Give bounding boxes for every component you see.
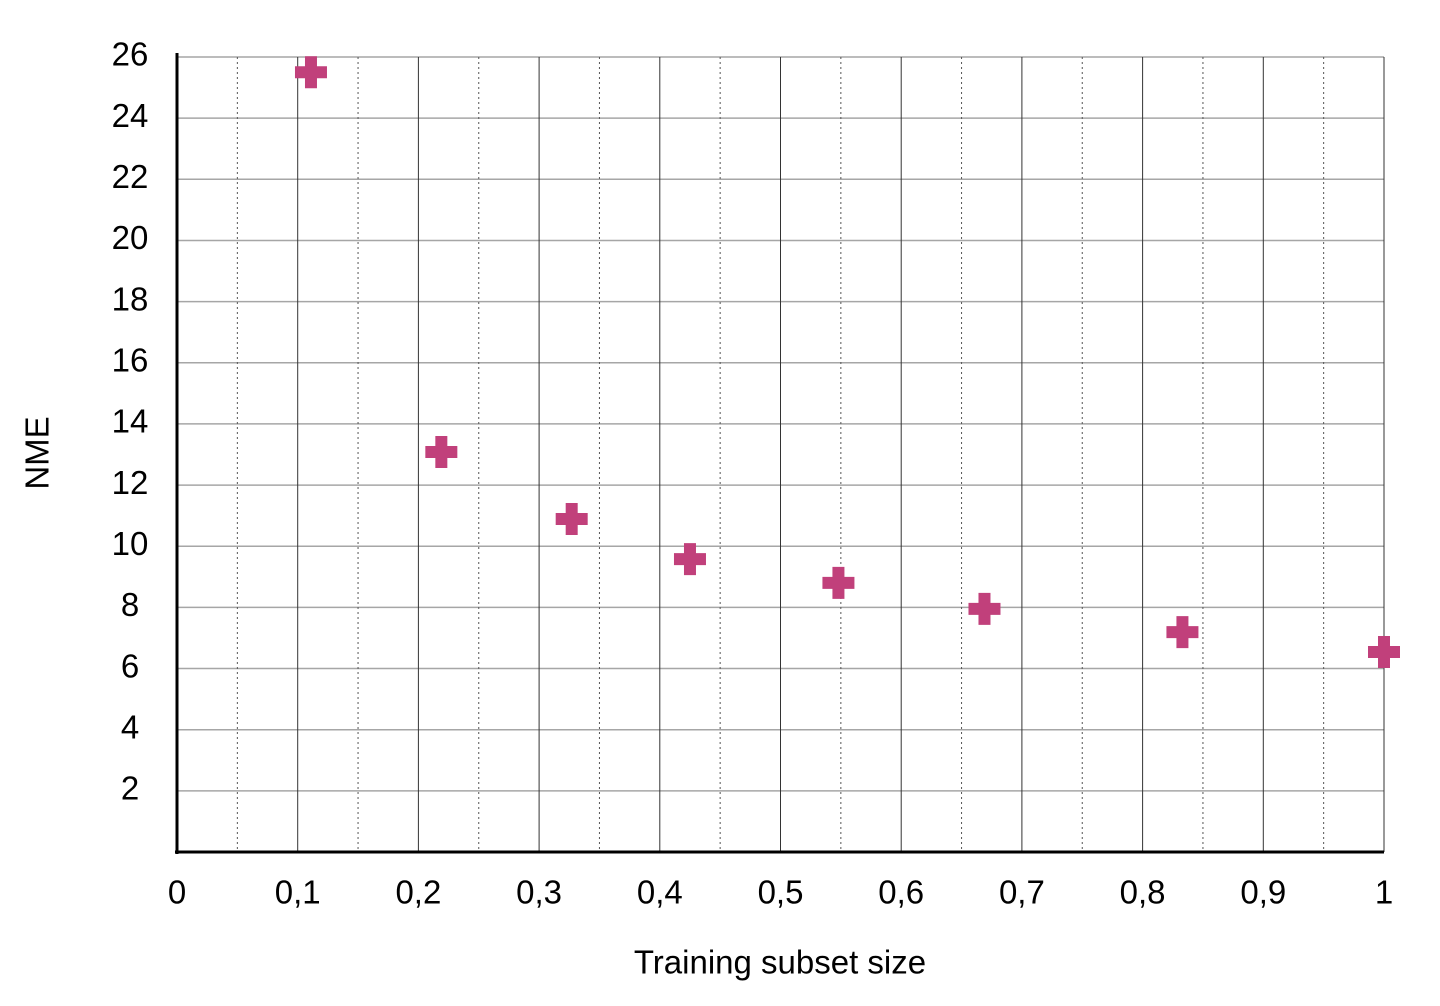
y-tick-label: 10 bbox=[112, 525, 149, 562]
y-tick-label: 22 bbox=[112, 158, 149, 195]
y-tick-label: 12 bbox=[112, 464, 149, 501]
point bbox=[673, 543, 706, 576]
x-axis-label: Training subset size bbox=[634, 944, 926, 981]
x-tick-label: 0,6 bbox=[878, 874, 924, 911]
x-tick-label: 0,2 bbox=[395, 874, 441, 911]
x-tick-label: 0,4 bbox=[637, 874, 683, 911]
x-tick-label: 0,5 bbox=[758, 874, 804, 911]
y-tick-label: 4 bbox=[121, 708, 139, 745]
x-tick-label: 0,9 bbox=[1240, 874, 1286, 911]
point bbox=[555, 503, 588, 536]
y-tick-label: 14 bbox=[112, 403, 149, 440]
y-tick-label: 16 bbox=[112, 341, 149, 378]
x-tick-label: 1 bbox=[1375, 874, 1393, 911]
x-tick-label: 0,1 bbox=[275, 874, 321, 911]
y-tick-label: 18 bbox=[112, 280, 149, 317]
y-tick-label: 8 bbox=[121, 586, 139, 623]
point bbox=[968, 592, 1001, 625]
point bbox=[1166, 616, 1199, 649]
y-tick-label: 24 bbox=[112, 97, 149, 134]
point bbox=[425, 436, 458, 469]
x-tick-label: 0,8 bbox=[1120, 874, 1166, 911]
y-tick-label: 20 bbox=[112, 219, 149, 256]
y-axis-label: NME bbox=[19, 416, 56, 489]
x-tick-label: 0,7 bbox=[999, 874, 1045, 911]
x-tick-label: 0 bbox=[168, 874, 186, 911]
y-tick-label: 26 bbox=[112, 36, 149, 73]
x-tick-label: 0,3 bbox=[516, 874, 562, 911]
point bbox=[1368, 636, 1400, 669]
y-tick-label: 2 bbox=[121, 770, 139, 807]
point bbox=[294, 56, 327, 89]
y-tick-label: 6 bbox=[121, 647, 139, 684]
point bbox=[822, 566, 855, 599]
